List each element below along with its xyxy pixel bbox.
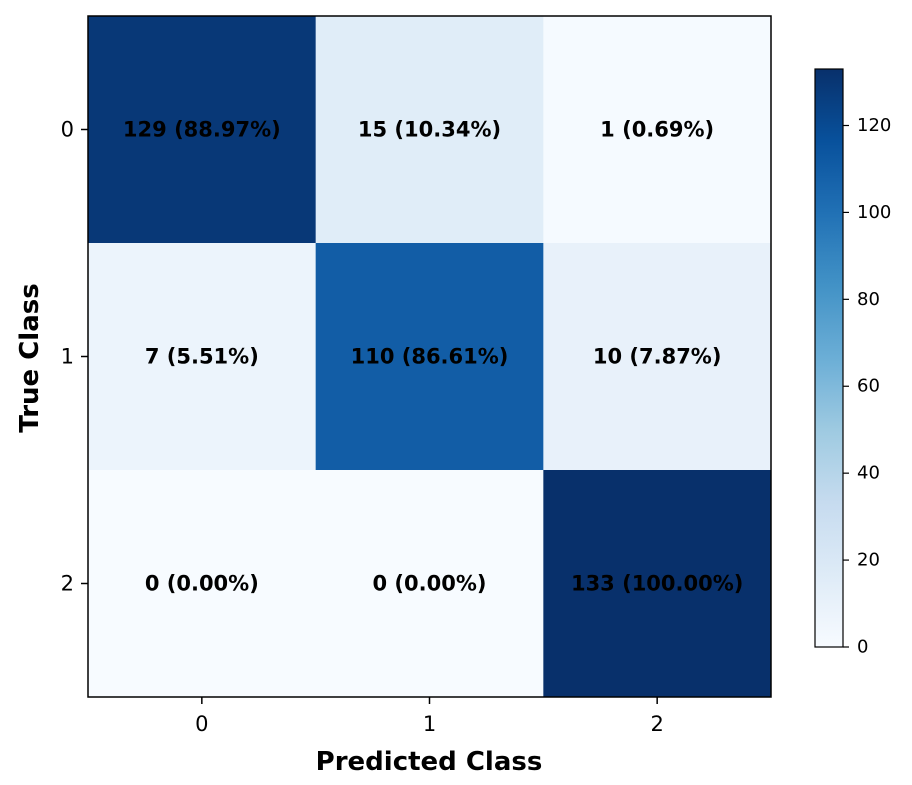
cell-value-label: 0 (0.00%) (373, 572, 487, 596)
cell-value-label: 1 (0.69%) (600, 118, 714, 142)
y-tick-label: 2 (61, 572, 74, 596)
heatmap-cell (88, 470, 317, 698)
x-tick-label: 0 (195, 712, 208, 736)
colorbar-tick-label: 20 (857, 550, 880, 571)
x-tick-label: 2 (650, 712, 663, 736)
heatmap-cell (88, 243, 317, 471)
x-axis-title: Predicted Class (316, 747, 543, 777)
colorbar-tick-label: 120 (857, 115, 891, 136)
colorbar-tick-label: 0 (857, 637, 868, 658)
heatmap-cell (315, 243, 544, 471)
y-tick-label: 0 (61, 118, 74, 142)
cell-value-label: 129 (88.97%) (123, 118, 281, 142)
x-axis-ticks: 0 1 2 (195, 697, 664, 736)
y-axis-title: True Class (15, 283, 45, 432)
heatmap-cell (543, 470, 772, 698)
colorbar-tick-label: 40 (857, 463, 880, 484)
y-axis-ticks: 0 1 2 (61, 118, 88, 596)
colorbar-tick-label: 60 (857, 376, 880, 397)
cell-value-label: 0 (0.00%) (145, 572, 259, 596)
x-tick-label: 1 (423, 712, 436, 736)
heatmap-cell (315, 16, 544, 244)
heatmap-cell (315, 470, 544, 698)
cell-value-label: 10 (7.87%) (593, 345, 722, 369)
cell-value-label: 7 (5.51%) (145, 345, 259, 369)
colorbar-tick-label: 100 (857, 202, 891, 223)
cell-value-label: 110 (86.61%) (351, 345, 509, 369)
heatmap-cell (543, 243, 772, 471)
heatmap-cell (543, 16, 772, 244)
colorbar (814, 68, 844, 648)
cell-value-label: 15 (10.34%) (358, 118, 501, 142)
colorbar-tick-label: 80 (857, 289, 880, 310)
heatmap-cell (88, 16, 317, 244)
heatmap-cell-labels: 129 (88.97%) 15 (10.34%) 1 (0.69%) 7 (5.51%… (123, 118, 743, 596)
y-tick-label: 1 (61, 345, 74, 369)
heatmap-cells (88, 16, 772, 698)
colorbar-ticks: 0 20 40 60 80 100 120 (843, 115, 891, 658)
cell-value-label: 133 (100.00%) (571, 572, 743, 596)
